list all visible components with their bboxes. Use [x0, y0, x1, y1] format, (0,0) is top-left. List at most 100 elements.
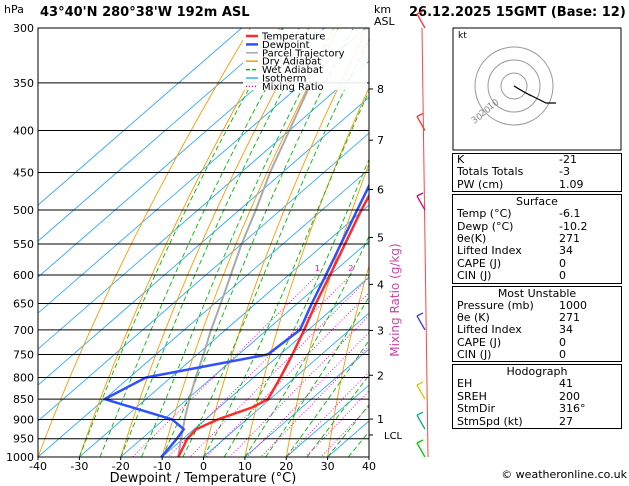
table-row: CIN (J) 0: [453, 269, 621, 283]
row-value: 0: [559, 348, 566, 362]
table-row: CIN (J) 0: [453, 348, 621, 362]
hodograph-frame: [452, 27, 622, 151]
isotherm-line: [203, 312, 369, 457]
hodograph-ring: [474, 46, 554, 126]
dry-adiabat-line: [78, 28, 281, 457]
pressure-tick-label: 900: [13, 413, 34, 426]
mixing-ratio-label: 3: [369, 264, 374, 273]
pressure-tick-label: 550: [13, 238, 34, 251]
temp-tick-label: 10: [238, 460, 252, 473]
wind-barb: [416, 442, 426, 458]
wind-barb: [416, 411, 424, 416]
row-label: Lifted Index: [457, 244, 522, 258]
row-label: SREH: [457, 389, 487, 403]
isotherm-line: [79, 204, 369, 457]
wind-barb: [416, 381, 424, 386]
table-row: K -21: [453, 153, 621, 166]
isotherm-line: [38, 132, 369, 422]
legend-entry: Parcel Trajectory: [262, 48, 345, 59]
wet-adiabat-line: [120, 28, 317, 457]
row-label: K: [457, 153, 465, 166]
row-value: 0: [559, 269, 566, 283]
pressure-tick-label: 700: [13, 324, 34, 337]
most-unstable-box: Most Unstable Pressure (mb) 1000 θe (K) 271…: [452, 285, 622, 363]
lcl-label: LCL: [384, 431, 403, 442]
mixing-ratio-line: [132, 274, 318, 457]
y-axis-label: Mixing Ratio (g/kg): [388, 243, 402, 356]
isotherm-line: [120, 240, 369, 457]
wet-adiabat-line: [141, 28, 335, 457]
row-value: -21: [559, 153, 577, 166]
wind-barb: [416, 112, 424, 118]
copyright-label: © weatheronline.co.uk: [501, 468, 627, 481]
table-row: Lifted Index 34: [453, 244, 621, 258]
pressure-tick-label: 750: [13, 348, 34, 361]
wind-barb: [416, 439, 424, 444]
mixing-ratio-line: [205, 292, 369, 457]
temperature-line: [177, 193, 369, 457]
pressure-tick-label: 300: [13, 22, 34, 35]
wind-barb: [416, 384, 426, 400]
hodograph-kt-label: kt: [458, 31, 467, 41]
indices-panel: K -21 Totals Totals -3 PW (cm) 1.09 Surface T…: [452, 153, 622, 430]
row-value: -3: [559, 165, 570, 179]
isotherm-line: [38, 28, 243, 206]
table-row: CAPE (J) 0: [453, 336, 621, 349]
isotherm-line: [38, 28, 325, 278]
row-label: Temp (°C): [457, 207, 512, 221]
wind-staff-line: [421, 27, 429, 458]
km-tick-label: 5: [377, 231, 384, 244]
wet-adiabat-line: [161, 28, 354, 457]
row-label: Lifted Index: [457, 323, 522, 337]
temp-tick-label: -40: [29, 460, 47, 473]
surface-title: Surface: [516, 195, 558, 209]
row-label: CIN (J): [457, 348, 492, 362]
row-value: 200: [559, 389, 580, 403]
legend-entry: Dry Adiabat: [262, 57, 321, 68]
table-row: θe (K) 271: [453, 310, 621, 324]
km-tick-label: 7: [377, 134, 384, 147]
row-label: CIN (J): [457, 269, 492, 283]
wet-adiabat-line: [327, 404, 369, 457]
isotherm-line: [38, 28, 367, 314]
wind-barb: [416, 414, 426, 430]
km-tick-label: 1: [377, 413, 384, 426]
table-row: SREH 200: [453, 389, 621, 403]
isotherm-line: [38, 28, 284, 242]
isotherm-line: [161, 276, 369, 457]
km-tick-label: 4: [377, 278, 384, 291]
pressure-tick-label: 950: [13, 433, 34, 446]
row-value: 34: [559, 323, 573, 337]
row-value: -10.2: [559, 219, 588, 233]
row-label: θe(K): [457, 231, 487, 245]
parcel-trajectory-line: [177, 82, 312, 457]
row-label: PW (cm): [457, 177, 504, 191]
isotherm-line: [285, 384, 369, 457]
pressure-tick-label: 400: [13, 125, 34, 138]
pressure-tick-label: 1000: [6, 451, 34, 464]
row-value: 271: [559, 310, 580, 324]
legend-entry: Dewpoint: [262, 40, 310, 51]
mixing-ratio-label: 6: [407, 264, 412, 273]
legend-entry: Wet Adiabat: [262, 65, 323, 76]
legend-background: [243, 30, 367, 90]
wind-barb: [416, 13, 426, 29]
pressure-tick-label: 800: [13, 371, 34, 384]
legend-entry: Isotherm: [262, 74, 306, 85]
most-unstable-title: Most Unstable: [497, 286, 577, 300]
wind-barb: [416, 315, 426, 331]
row-label: Totals Totals: [457, 165, 524, 179]
wet-adiabat-line: [223, 158, 369, 457]
mixing-ratio-line: [189, 277, 369, 457]
isotherm-line: [244, 348, 369, 457]
table-row: θe(K) 271: [453, 231, 621, 245]
mixing-ratio-label: 10: [433, 264, 443, 273]
temp-tick-label: -20: [112, 460, 130, 473]
km-tick-label: 8: [377, 83, 384, 96]
table-row: StmDir 316°: [453, 402, 621, 415]
wind-barb: [416, 192, 424, 197]
temp-tick-label: 40: [362, 460, 376, 473]
row-label: Dewp (°C): [457, 219, 514, 233]
table-row: PW (cm) 1.09: [453, 177, 621, 191]
